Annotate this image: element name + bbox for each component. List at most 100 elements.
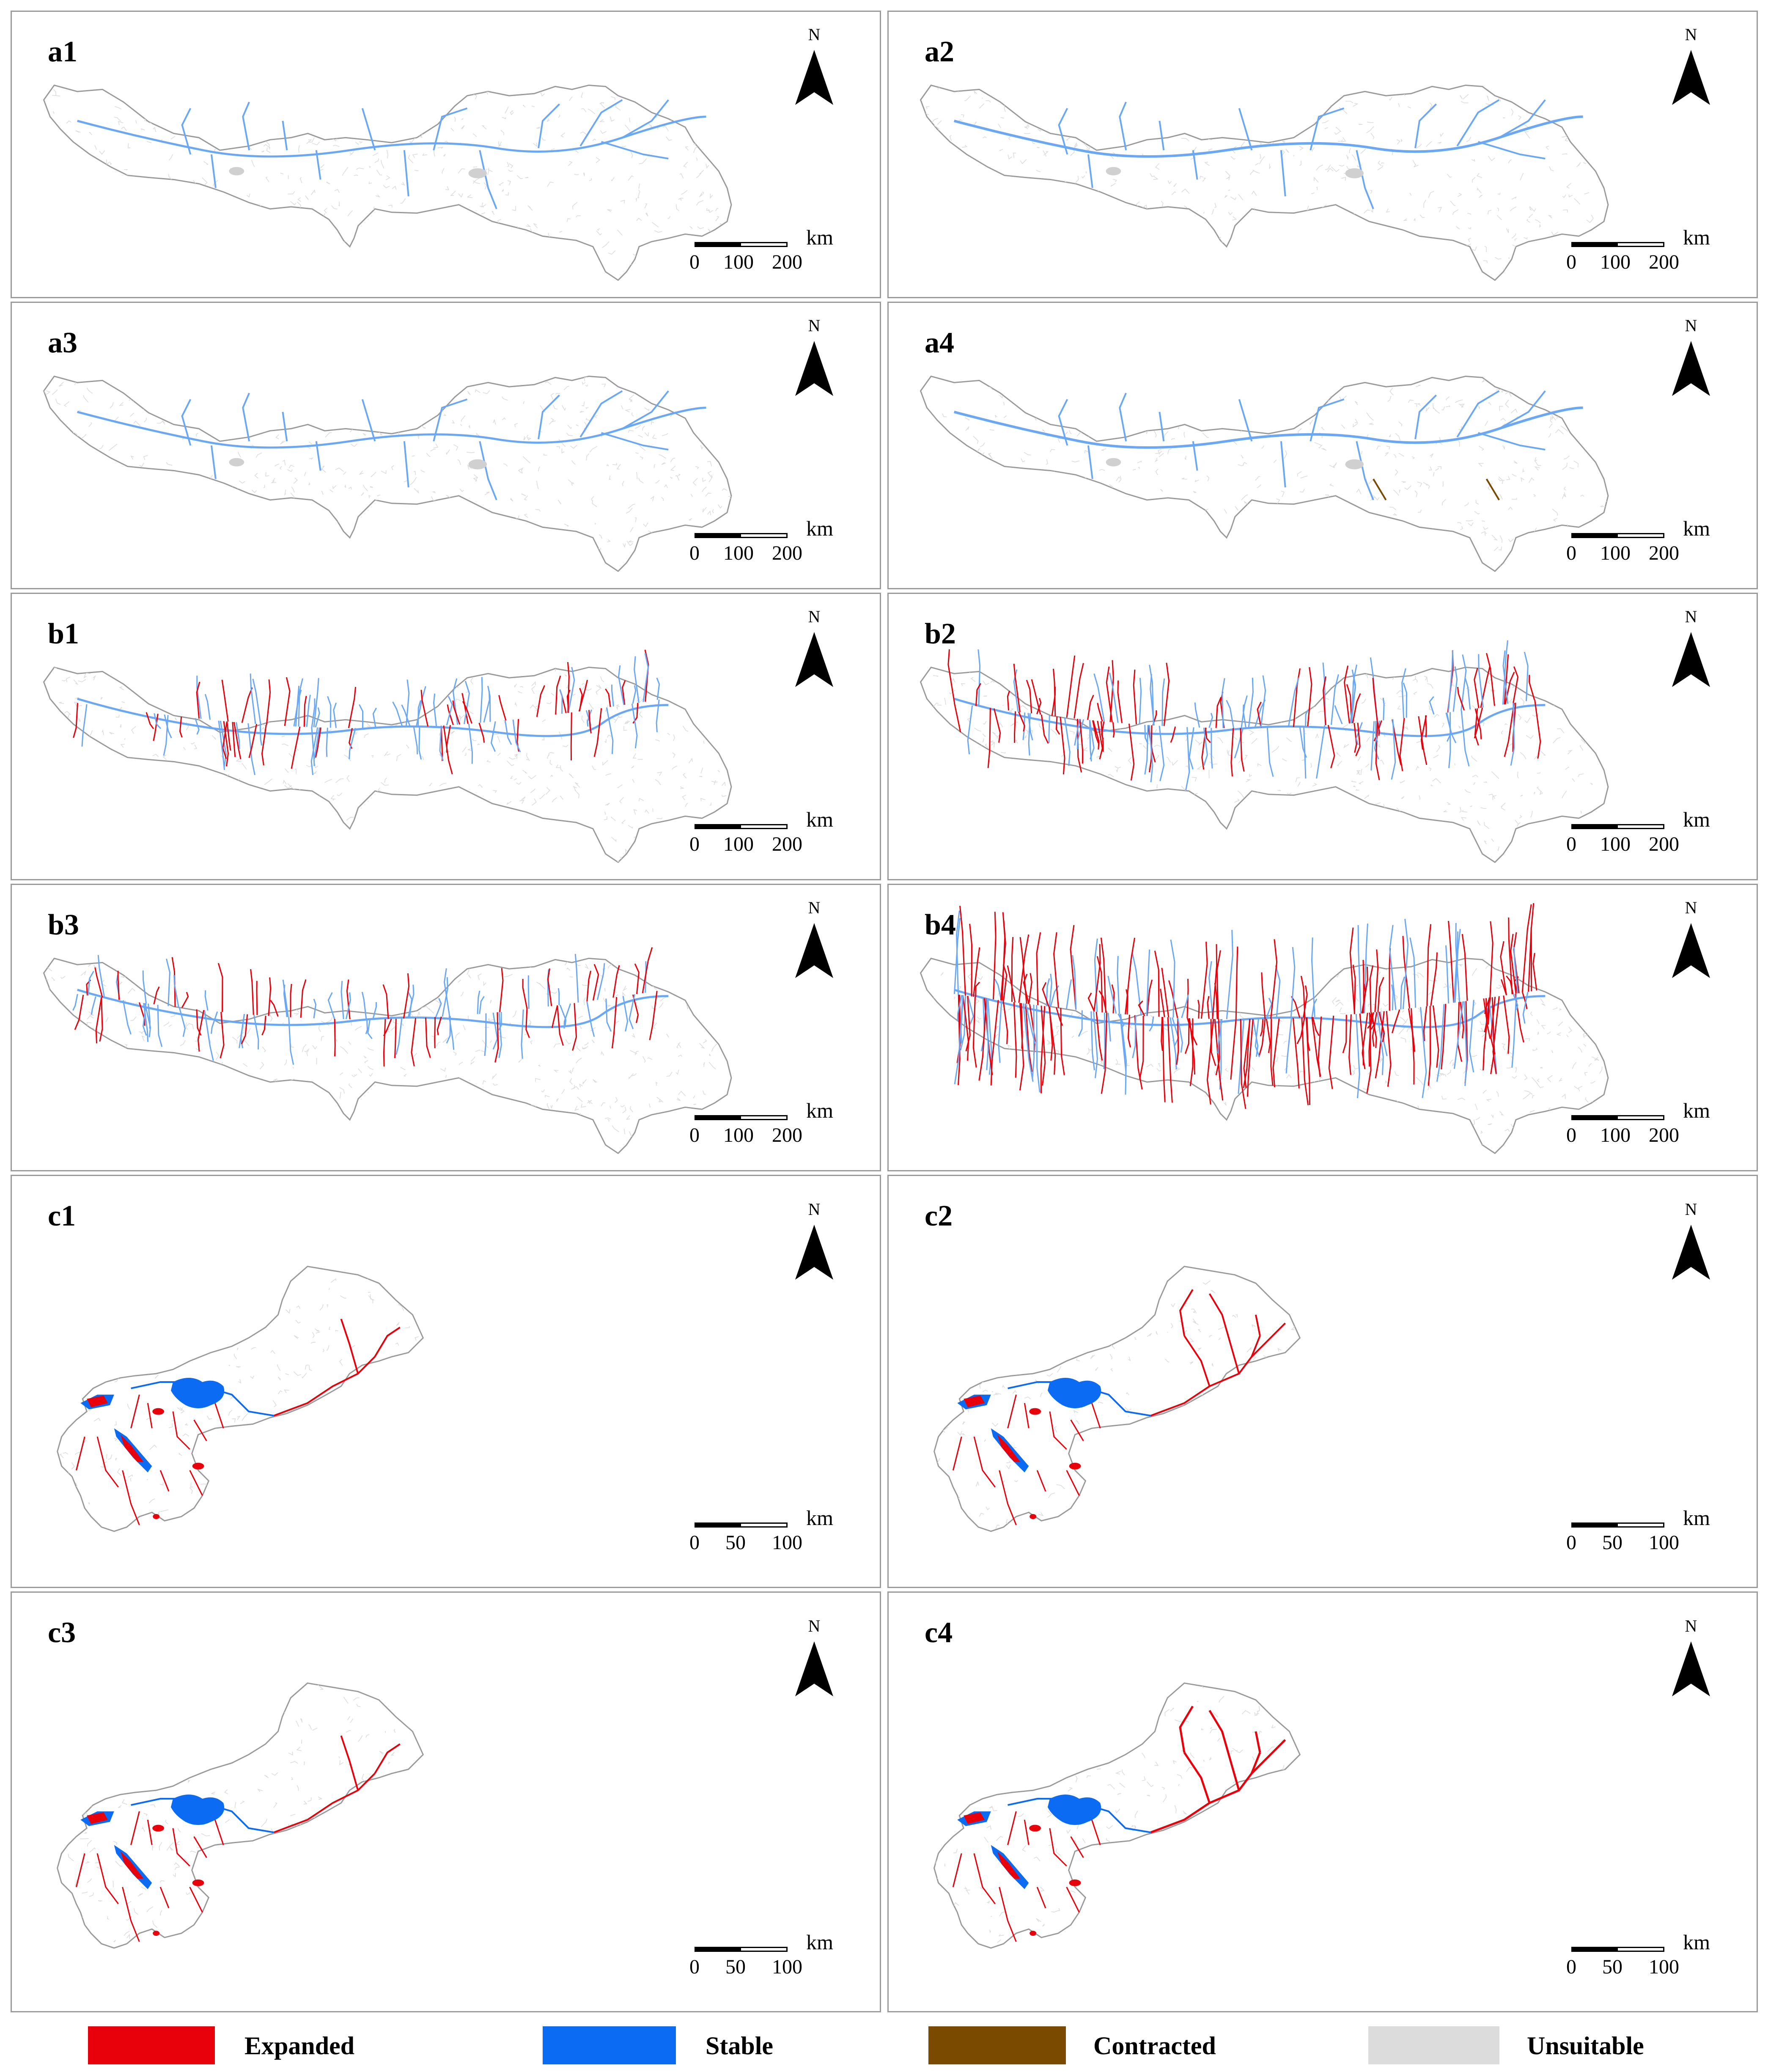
unsuitable-stream xyxy=(1265,506,1268,510)
unsuitable-stream xyxy=(687,24,689,30)
unsuitable-stream xyxy=(602,605,606,608)
unsuitable-stream xyxy=(30,567,33,572)
unsuitable-stream xyxy=(1562,462,1568,470)
unsuitable-stream xyxy=(968,456,972,460)
tributary-expanded xyxy=(498,695,507,721)
unsuitable-stream xyxy=(1052,277,1057,280)
unsuitable-stream xyxy=(548,754,550,756)
unsuitable-stream xyxy=(1053,249,1057,252)
unsuitable-stream xyxy=(1163,383,1167,388)
unsuitable-stream xyxy=(916,371,923,376)
unsuitable-stream xyxy=(220,282,227,286)
unsuitable-stream xyxy=(138,193,143,198)
unsuitable-stream xyxy=(804,308,807,312)
unsuitable-stream xyxy=(1528,214,1533,218)
unsuitable-stream xyxy=(237,550,242,552)
unsuitable-stream xyxy=(117,370,120,373)
unsuitable-stream xyxy=(998,13,1001,17)
unsuitable-stream xyxy=(844,514,849,517)
unsuitable-stream xyxy=(700,767,703,774)
unsuitable-stream xyxy=(793,804,794,808)
unsuitable-stream xyxy=(743,66,746,69)
panel-label: a3 xyxy=(48,327,77,359)
unsuitable-stream xyxy=(380,160,384,169)
unsuitable-stream xyxy=(275,568,277,572)
unsuitable-stream xyxy=(1057,558,1061,567)
unsuitable-stream xyxy=(414,376,418,382)
unsuitable-stream xyxy=(378,382,382,384)
tributary-stable xyxy=(618,665,625,705)
unsuitable-stream xyxy=(1128,346,1135,351)
unsuitable-stream xyxy=(1208,275,1212,280)
unsuitable-stream xyxy=(1058,530,1064,534)
unsuitable-stream xyxy=(1096,126,1101,131)
unsuitable-stream xyxy=(1719,263,1722,268)
unsuitable-stream xyxy=(1480,12,1486,13)
unsuitable-stream xyxy=(594,865,598,868)
unsuitable-stream xyxy=(1524,237,1528,239)
unsuitable-stream xyxy=(158,555,162,559)
unsuitable-stream xyxy=(531,262,536,268)
unsuitable-stream xyxy=(1617,84,1622,88)
unsuitable-stream xyxy=(1099,128,1101,131)
unsuitable-stream xyxy=(1718,55,1721,60)
unsuitable-stream xyxy=(1356,249,1358,252)
unsuitable-stream xyxy=(633,641,636,643)
unsuitable-stream xyxy=(647,392,653,394)
scale-bar: km 0 100 200 xyxy=(1566,517,1710,564)
unsuitable-stream xyxy=(1419,86,1423,90)
unsuitable-stream xyxy=(275,434,279,440)
unsuitable-stream xyxy=(612,52,614,57)
unsuitable-stream xyxy=(220,832,223,838)
unsuitable-stream xyxy=(844,693,849,696)
unsuitable-stream xyxy=(121,868,124,871)
unsuitable-stream xyxy=(675,475,680,481)
unsuitable-stream xyxy=(1040,204,1045,210)
unsuitable-stream xyxy=(708,475,713,482)
unsuitable-stream xyxy=(633,809,637,815)
unsuitable-stream xyxy=(306,249,312,255)
scale-bar: km 0 100 200 xyxy=(689,517,833,564)
unsuitable-stream xyxy=(1202,67,1207,71)
unsuitable-stream xyxy=(1456,374,1459,375)
unsuitable-stream xyxy=(1024,255,1029,259)
unsuitable-stream xyxy=(45,156,48,163)
unsuitable-stream xyxy=(74,452,77,456)
unsuitable-stream xyxy=(1401,624,1403,629)
unsuitable-stream xyxy=(1030,584,1035,586)
unsuitable-stream xyxy=(181,786,184,791)
unsuitable-stream xyxy=(1442,248,1451,251)
unsuitable-stream xyxy=(1370,133,1375,140)
unsuitable-stream xyxy=(1511,196,1517,200)
unsuitable-stream xyxy=(390,826,398,831)
unsuitable-stream xyxy=(472,177,481,184)
unsuitable-stream xyxy=(1721,418,1724,424)
unsuitable-stream xyxy=(990,519,993,522)
unsuitable-stream xyxy=(1247,260,1254,264)
unsuitable-stream xyxy=(173,53,180,57)
unsuitable-stream xyxy=(939,809,945,813)
unsuitable-stream xyxy=(272,211,277,215)
unsuitable-stream xyxy=(266,670,270,677)
unsuitable-stream xyxy=(507,180,511,185)
unsuitable-stream xyxy=(1150,173,1155,177)
unsuitable-stream xyxy=(1713,63,1716,65)
unsuitable-stream xyxy=(253,107,258,113)
unsuitable-stream xyxy=(1546,146,1549,150)
unsuitable-stream xyxy=(658,868,663,871)
unsuitable-stream xyxy=(401,614,409,618)
unsuitable-stream xyxy=(1357,261,1362,265)
unsuitable-stream xyxy=(159,322,166,327)
unsuitable-stream xyxy=(161,276,165,280)
unsuitable-stream xyxy=(1358,12,1362,16)
unsuitable-stream xyxy=(1287,573,1293,576)
unsuitable-stream xyxy=(782,490,784,495)
unsuitable-stream xyxy=(628,175,634,181)
unsuitable-stream xyxy=(843,205,848,207)
unsuitable-stream xyxy=(1585,62,1590,66)
unsuitable-stream xyxy=(1721,47,1722,50)
unsuitable-stream xyxy=(813,712,815,717)
unsuitable-stream xyxy=(199,35,202,37)
unsuitable-stream xyxy=(59,702,64,704)
unsuitable-stream xyxy=(1461,19,1466,23)
